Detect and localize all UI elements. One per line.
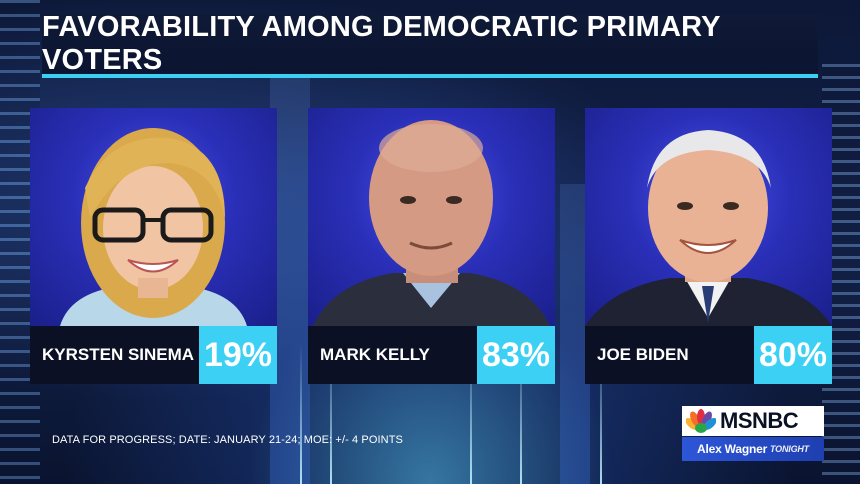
candidate-card-kelly: MARK KELLY 83%: [308, 108, 555, 384]
light-streak: [600, 344, 602, 484]
candidate-label-row: MARK KELLY 83%: [308, 326, 555, 384]
graphic-title: FAVORABILITY AMONG DEMOCRATIC PRIMARY VO…: [42, 11, 721, 76]
show-title: Alex Wagner TONIGHT: [682, 437, 824, 461]
candidate-card-biden: JOE BIDEN 80%: [585, 108, 832, 384]
candidate-percent: 19%: [199, 326, 277, 384]
candidate-percent: 83%: [477, 326, 555, 384]
peacock-icon: [686, 409, 716, 433]
portrait-sinema: [60, 128, 247, 326]
source-note: DATA FOR PROGRESS; DATE: JANUARY 21-24; …: [52, 434, 403, 446]
light-streak: [470, 344, 472, 484]
candidate-percent: 80%: [754, 326, 832, 384]
network-logo: MSNBC: [682, 406, 824, 436]
candidate-card-sinema: KYRSTEN SINEMA 19%: [30, 108, 277, 384]
light-streak: [520, 344, 522, 484]
candidate-photo: [30, 108, 277, 326]
portrait-biden: [585, 130, 832, 326]
candidate-label-row: KYRSTEN SINEMA 19%: [30, 326, 277, 384]
network-name: MSNBC: [720, 408, 799, 433]
portrait-kelly: [313, 120, 550, 326]
show-suffix: TONIGHT: [770, 444, 809, 454]
title-bar: FAVORABILITY AMONG DEMOCRATIC PRIMARY VO…: [42, 11, 818, 78]
light-streak: [300, 344, 302, 484]
candidate-photo: [308, 108, 555, 326]
network-bug: MSNBC Alex Wagner TONIGHT: [682, 406, 824, 462]
candidate-photo: [585, 108, 832, 326]
candidate-label-row: JOE BIDEN 80%: [585, 326, 832, 384]
candidate-name: JOE BIDEN: [585, 326, 754, 384]
show-name: Alex Wagner: [697, 442, 768, 456]
candidate-name: MARK KELLY: [308, 326, 477, 384]
candidate-name: KYRSTEN SINEMA: [30, 326, 199, 384]
light-streak: [330, 344, 332, 484]
